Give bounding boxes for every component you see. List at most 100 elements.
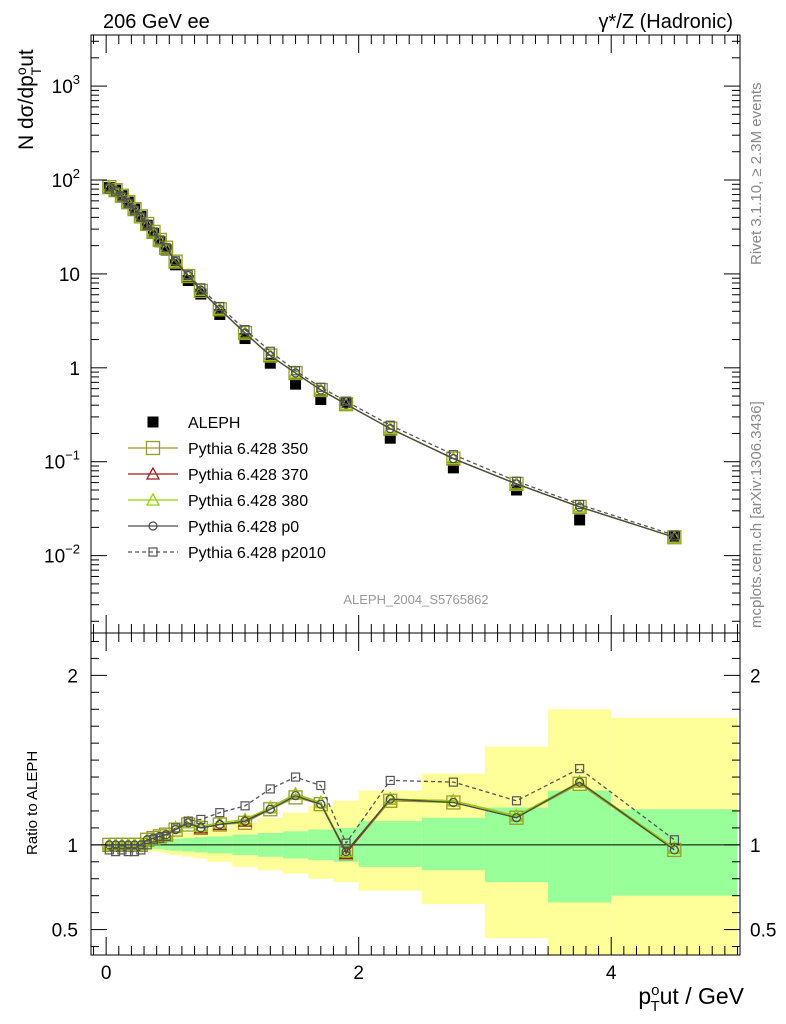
pythia-6-428-p2010-marker: [170, 823, 181, 833]
pythia-6-428-p2010-marker: [142, 220, 152, 230]
aleph-data-point: [340, 396, 352, 408]
main-plot-frame: [90, 34, 741, 634]
aleph-data-point: [668, 530, 680, 542]
tick-label-base: 1: [69, 359, 80, 380]
ylabel-part-main: N dσ/dp: [15, 75, 38, 150]
pythia-6-428-p2010-marker: [142, 840, 152, 850]
pythia-6-428-p2010-marker: [240, 325, 250, 335]
aleph-data-point: [264, 357, 276, 369]
pythia-6-428-p2010-marker: [148, 835, 159, 845]
pythia-6-428-p2010-marker: [511, 476, 522, 486]
green-uncertainty-band: [611, 809, 738, 896]
main-plot-data: [102, 179, 682, 545]
pythia-6-428-p2010-marker: [341, 838, 351, 848]
aleph-data-point: [160, 244, 172, 256]
pythia-6-428-p2010-marker: [155, 833, 165, 843]
pythia-6-428-380-marker: [572, 774, 587, 788]
legend-label: Pythia 6.428 380: [188, 493, 308, 510]
pythia-6-428-p0-marker: [129, 840, 140, 850]
pythia-6-428-p0-marker: [240, 816, 250, 826]
pythia-6-428-380-marker: [181, 268, 196, 282]
pythia-6-428-p0-marker: [385, 794, 395, 804]
pythia-6-428-370-line: [109, 186, 675, 538]
pythia-6-428-p0-marker: [448, 797, 458, 808]
tick-label-exponent: 3: [73, 72, 80, 87]
rivet-version-text: Rivet 3.1.10, ≥ 2.3M events: [748, 83, 765, 266]
y-tick-label: 10−2: [44, 542, 80, 568]
ratio-y-tick-label-left: 1: [67, 836, 78, 857]
pythia-6-428-p2010-marker: [117, 192, 127, 202]
tick-label-base: 10: [44, 453, 65, 474]
pythia-6-428-380-marker: [168, 254, 183, 268]
pythia-6-428-p2010-marker: [341, 396, 351, 406]
pythia-6-428-380-line: [109, 186, 675, 538]
pythia-6-428-p2010-line: [109, 767, 675, 853]
pythia-6-428-380-marker: [338, 396, 354, 410]
header-right-title: γ*/Z (Hadronic): [599, 11, 733, 33]
ratio-y-tick-label-right: 2: [750, 666, 761, 687]
xlabel-part-tail: ut / GeV: [660, 983, 745, 1009]
legend-marker: [145, 466, 161, 480]
pythia-6-428-p2010-marker: [111, 847, 121, 857]
header-left-title: 206 GeV ee: [103, 11, 210, 33]
pythia-6-428-380-marker: [159, 240, 174, 254]
legend-marker: [148, 547, 158, 557]
pythia-6-428-p0-marker: [316, 799, 326, 809]
tick-label-exponent: 2: [73, 166, 80, 181]
pythia-6-428-380-marker: [383, 421, 398, 435]
pythia-6-428-p2010-marker: [136, 212, 146, 222]
ratio-y-tick-label-right: 0.5: [750, 921, 776, 942]
pythia-6-428-p2010-marker: [448, 450, 458, 460]
pythia-6-428-p2010-marker: [575, 499, 585, 510]
pythia-6-428-p0-marker: [136, 840, 146, 850]
pythia-6-428-p2010-marker: [290, 772, 301, 782]
pythia-6-428-p0-marker: [511, 813, 522, 823]
green-uncertainty-band: [421, 817, 485, 871]
x-axis-label: po Tut / GeV: [638, 982, 744, 1015]
tick-label-base: 10: [52, 77, 73, 98]
pythia-6-428-380-marker: [338, 844, 354, 858]
x-axis: 0 2 4: [93, 35, 738, 984]
pythia-6-428-p2010-marker: [196, 283, 206, 293]
pythia-6-428-p0-marker: [265, 804, 275, 814]
legend-label: Pythia 6.428 350: [188, 441, 308, 458]
pythia-6-428-p2010-marker: [196, 814, 206, 825]
pythia-6-428-p0-marker: [142, 835, 152, 845]
ratio-y-tick-label-left: 2: [67, 666, 78, 687]
pythia-6-428-p2010-marker: [129, 847, 140, 857]
tick-label-base: 10: [59, 265, 80, 286]
pythia-6-428-p2010-marker: [575, 763, 585, 774]
green-uncertainty-band: [358, 821, 422, 867]
legend-marker: [147, 416, 159, 428]
pythia-6-428-p0-marker: [669, 845, 679, 855]
ratio-y-axis-label: Ratio to ALEPH: [24, 751, 41, 855]
pythia-6-428-p2010-marker: [183, 270, 193, 280]
ratio-y-tick-label-right: 1: [750, 836, 761, 857]
xlabel-part-p: p: [638, 983, 651, 1009]
ylabel-part-sup: o: [13, 67, 29, 75]
pythia-6-428-p2010-marker: [104, 184, 114, 194]
pythia-6-428-p2010-marker: [265, 784, 275, 794]
ratio-y-axis: 0.5 0.5 1 1 2 2: [52, 640, 776, 948]
pythia-6-428-p2010-marker: [148, 227, 159, 237]
legend: ALEPH Pythia 6.428 350 Pythia 6.428 370 Pyt…: [128, 415, 326, 562]
aleph-data-point: [384, 432, 396, 444]
pythia-6-428-p2010-marker: [511, 796, 522, 806]
y-tick-label: 10: [59, 265, 80, 286]
pythia-6-428-p2010-marker: [123, 847, 133, 857]
mcplots-reference-text: mcplots.cern.ch [arXiv:1306.3436]: [748, 401, 765, 628]
y-tick-label: 103: [52, 72, 80, 98]
tick-label-base: 10: [52, 171, 73, 192]
x-tick-label: 0: [101, 963, 112, 984]
pythia-6-428-380-marker: [237, 325, 253, 339]
pythia-6-428-p2010-marker: [104, 845, 114, 855]
analysis-watermark: ALEPH_2004_S5765862: [343, 592, 488, 607]
pythia-6-428-p0-marker: [215, 819, 225, 830]
pythia-6-428-p2010-marker: [183, 816, 193, 826]
xlabel-part-sup: o: [651, 982, 659, 999]
pythia-6-428-p2010-marker: [385, 420, 395, 430]
pythia-6-428-380-marker: [146, 224, 161, 238]
ylabel-part-tail: ut: [15, 49, 38, 67]
